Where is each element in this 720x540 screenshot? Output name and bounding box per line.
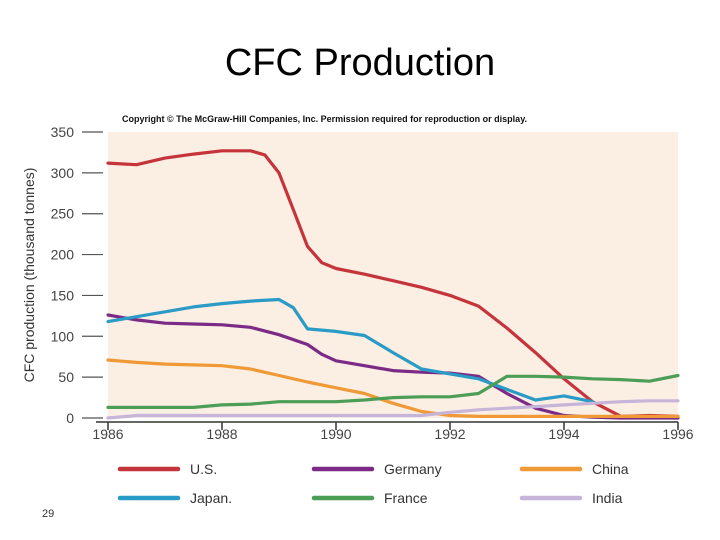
legend-label: Germany — [384, 461, 442, 477]
x-tick-label: 1994 — [548, 426, 579, 442]
legend-label: China — [592, 461, 629, 477]
y-tick-label: 150 — [51, 287, 75, 303]
series-line — [106, 373, 680, 409]
legend-label: U.S. — [190, 461, 217, 477]
y-tick-label: 100 — [51, 328, 75, 344]
y-tick-label: 250 — [51, 206, 75, 222]
x-tick-label: 1988 — [206, 426, 237, 442]
legend-label: France — [384, 490, 428, 506]
x-tick-label: 1996 — [662, 426, 693, 442]
plot-background — [108, 132, 678, 418]
y-tick-label: 350 — [51, 124, 75, 140]
x-tick-label: 1992 — [434, 426, 465, 442]
slide-title: CFC Production — [224, 42, 496, 84]
y-axis-label: CFC production (thousand tonnes) — [21, 168, 37, 383]
x-tick-label: 1986 — [92, 426, 123, 442]
y-tick-label: 0 — [66, 410, 74, 426]
legend-label: India — [592, 490, 623, 506]
y-tick-label: 50 — [58, 369, 74, 385]
legend-label: Japan. — [190, 490, 232, 506]
series-line — [106, 358, 680, 418]
x-tick-label: 1990 — [320, 426, 351, 442]
series-line — [106, 313, 680, 420]
series-line — [106, 297, 595, 404]
slide-number: 29 — [42, 508, 55, 520]
y-tick-label: 200 — [51, 247, 75, 263]
series-line — [106, 399, 680, 420]
y-tick-label: 300 — [51, 165, 75, 181]
copyright-notice: Copyright © The McGraw-Hill Companies, I… — [122, 114, 528, 124]
series-line — [106, 149, 680, 418]
